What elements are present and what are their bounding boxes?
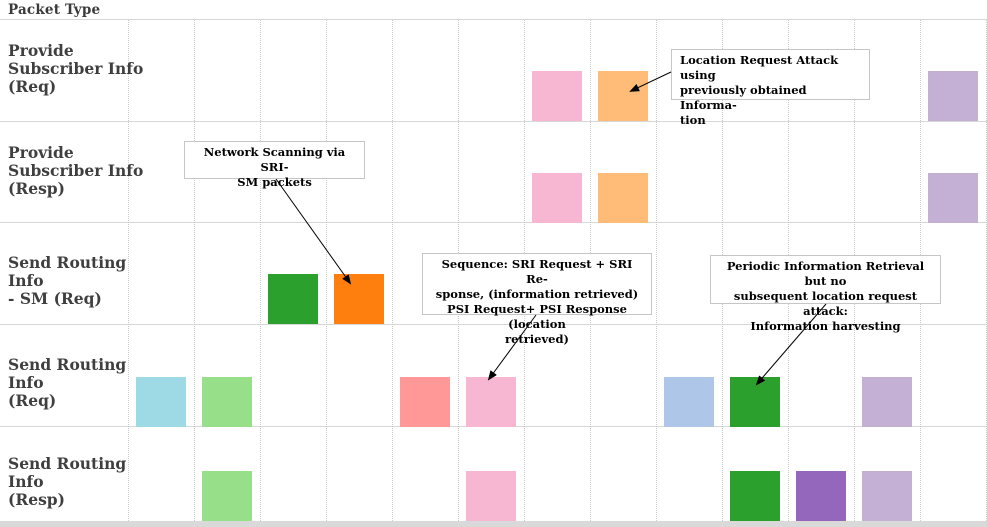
- event-block-light_green: [202, 471, 252, 521]
- row-label: Send Routing Info (Resp): [8, 454, 127, 509]
- row-label: Send Routing Info - SM (Req): [8, 253, 127, 308]
- event-block-green: [730, 376, 780, 427]
- vertical-gridline: [326, 19, 327, 521]
- row-separator-line: [0, 426, 987, 427]
- event-block-light_cyan: [136, 376, 186, 427]
- event-block-light_purple: [928, 71, 978, 121]
- event-block-light_purple: [862, 471, 912, 521]
- event-block-pink: [466, 376, 516, 427]
- event-block-pink: [532, 172, 582, 223]
- vertical-gridline: [392, 19, 393, 521]
- row-label: Provide Subscriber Info (Req): [8, 41, 144, 96]
- event-block-light_blue: [664, 376, 714, 427]
- row-separator-line: [0, 120, 987, 122]
- axis-title: Packet Type: [8, 2, 101, 18]
- row-label: Provide Subscriber Info (Resp): [8, 143, 144, 198]
- annotation-arrow-network-scanning: [275, 178, 352, 285]
- event-block-light_purple: [862, 376, 912, 427]
- vertical-gridline: [194, 19, 195, 521]
- vertical-gridline: [260, 19, 261, 521]
- event-block-pink: [466, 471, 516, 521]
- event-block-light_orange: [598, 71, 648, 121]
- bottom-axis-bar: [0, 521, 987, 527]
- annotation-sri-psi-sequence: Sequence: SRI Request + SRI Re-sponse, (…: [422, 253, 652, 346]
- row-label: Send Routing Info (Req): [8, 355, 127, 410]
- event-block-light_green: [202, 376, 252, 427]
- event-block-purple: [796, 471, 846, 521]
- vertical-gridline: [128, 19, 129, 521]
- event-block-orange: [334, 274, 384, 324]
- event-block-light_purple: [928, 172, 978, 223]
- event-block-salmon: [400, 376, 450, 427]
- vertical-gridline: [656, 19, 657, 521]
- annotation-location-request-attack: Location Request Attack using previously …: [671, 49, 870, 127]
- event-block-green: [730, 471, 780, 521]
- event-block-pink: [532, 71, 582, 121]
- event-block-green: [268, 274, 318, 324]
- annotation-periodic-information-retrieval: Periodic Information Retrieval but no sub…: [710, 255, 941, 333]
- row-separator-line: [0, 222, 987, 223]
- event-block-light_orange: [598, 172, 648, 223]
- annotation-network-scanning: Network Scanning via SRI- SM packets: [184, 141, 365, 189]
- header-separator-line: [0, 19, 987, 20]
